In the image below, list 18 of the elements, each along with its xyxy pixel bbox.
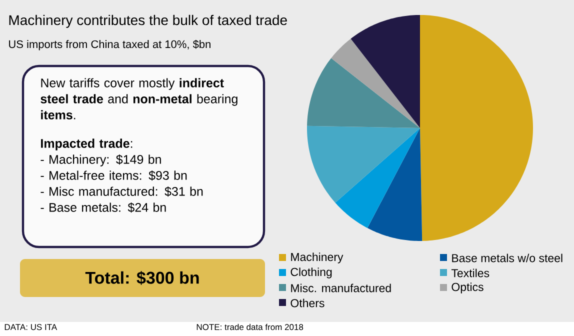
- text: US imports from China taxed at 10%, $bn: [9, 40, 210, 50]
- text: Total: $300 bn: [85, 271, 199, 285]
- legend-label: Optics: [452, 282, 484, 294]
- legend-label: Others: [290, 298, 324, 308]
- text: - Base metals: $24 bn: [40, 202, 166, 213]
- legend-label: Clothing: [290, 268, 332, 278]
- text: - Misc manufactured: $31 bn: [40, 186, 203, 197]
- legend-label: Base metals w/o steel: [452, 254, 562, 262]
- text: Impacted trade:: [41, 138, 132, 150]
- text: Machinery contributes the bulk of taxed trade: [9, 14, 287, 28]
- text: - Machinery: $149 bn: [40, 154, 161, 166]
- legend-label: Misc. manufactured: [291, 284, 391, 292]
- text: DATA: US ITA: [4, 324, 58, 330]
- legend-label: Textiles: [451, 268, 490, 278]
- legend-label: Machinery: [291, 252, 344, 264]
- text: NOTE: trade data from 2018: [196, 324, 304, 330]
- text: New tariffs cover mostly indirect steel trade and non-metal bearing items.: [40, 78, 238, 120]
- text: - Metal-free items: $93 bn: [40, 170, 187, 181]
